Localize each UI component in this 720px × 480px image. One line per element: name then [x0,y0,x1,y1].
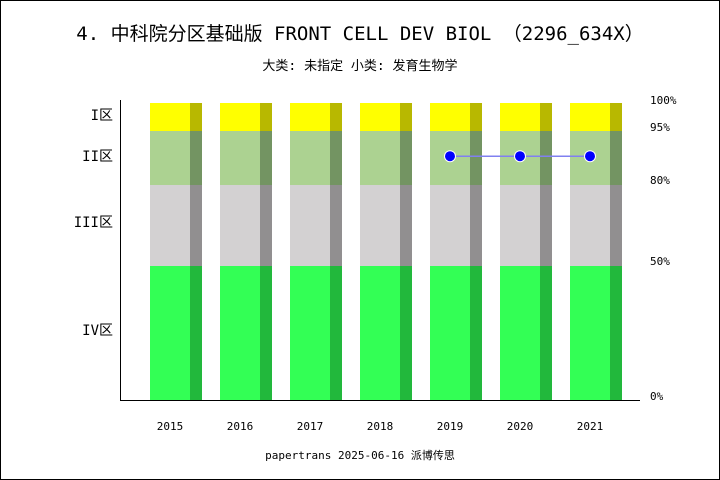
bar-segment-shade [400,185,412,266]
bar-segment [360,266,400,400]
bar-segment-shade [470,185,482,266]
bar-segment-shade [540,185,552,266]
data-point [444,150,456,163]
right-tick-label: 0% [650,390,664,403]
bar-segment-shade [190,185,202,266]
bar-segment-shade [330,185,342,266]
bar-segment-shade [540,266,552,400]
bar-segment [430,185,470,266]
bar-segment [360,131,400,185]
bar-segment-shade [190,103,202,131]
bar-segment [290,266,330,400]
x-tick-label: 2015 [157,420,184,433]
bar-segment [570,103,610,131]
chart-title: 4. 中科院分区基础版 FRONT CELL DEV BIOL （2296_63… [76,23,644,45]
bar-segment-shade [610,185,622,266]
zone-label: IV区 [82,323,113,339]
bar-segment [220,103,260,131]
x-tick-label: 2020 [507,420,534,433]
bar-segment [290,131,330,185]
bar-segment [500,266,540,400]
bar-segment-shade [470,103,482,131]
right-tick-label: 95% [650,121,670,134]
bar-segment [290,103,330,131]
bar-segment [150,185,190,266]
data-point [514,150,526,163]
bar-segment-shade [260,131,272,185]
bar-segment-shade [400,103,412,131]
bar-segment-shade [260,103,272,131]
right-tick-label: 80% [650,174,670,187]
bar-segment [430,266,470,400]
bar-segment-shade [190,131,202,185]
chart-subtitle: 大类: 未指定 小类: 发育生物学 [262,58,457,74]
x-tick-label: 2018 [367,420,394,433]
bar-segment [570,266,610,400]
bar-segment [360,185,400,266]
x-tick-label: 2019 [437,420,464,433]
x-tick-label: 2016 [227,420,254,433]
bar-segment-shade [190,266,202,400]
bar-segment-shade [400,266,412,400]
bar-segment-shade [540,103,552,131]
bar-segment-shade [330,103,342,131]
bar-segment-shade [610,131,622,185]
chart-footer: papertrans 2025-06-16 派博传思 [265,449,455,462]
zone-label: II区 [82,149,113,165]
bar-segment [290,185,330,266]
bar-segment-shade [260,185,272,266]
bar-segment [150,103,190,131]
x-tick-label: 2021 [577,420,604,433]
x-tick-label: 2017 [297,420,324,433]
bar-segment [220,131,260,185]
bar-segment [570,185,610,266]
bar-segment-shade [330,131,342,185]
bar-segment-shade [470,131,482,185]
zone-label: III区 [74,215,113,231]
bar-segment-shade [540,131,552,185]
bar-segment [150,131,190,185]
bar-segment-shade [470,266,482,400]
right-tick-label: 100% [650,94,677,107]
bar-segment [500,185,540,266]
bar-segment-shade [610,266,622,400]
bar-segment-shade [260,266,272,400]
bar-segment [500,103,540,131]
bar-segment [220,266,260,400]
bar-segment [220,185,260,266]
bar-segment [150,266,190,400]
bar-segment-shade [610,103,622,131]
bar-segment [360,103,400,131]
data-point [584,150,596,163]
bar-segment-shade [330,266,342,400]
right-tick-label: 50% [650,255,670,268]
zone-label: I区 [91,108,113,124]
bar-segment [430,103,470,131]
bar-segment-shade [400,131,412,185]
